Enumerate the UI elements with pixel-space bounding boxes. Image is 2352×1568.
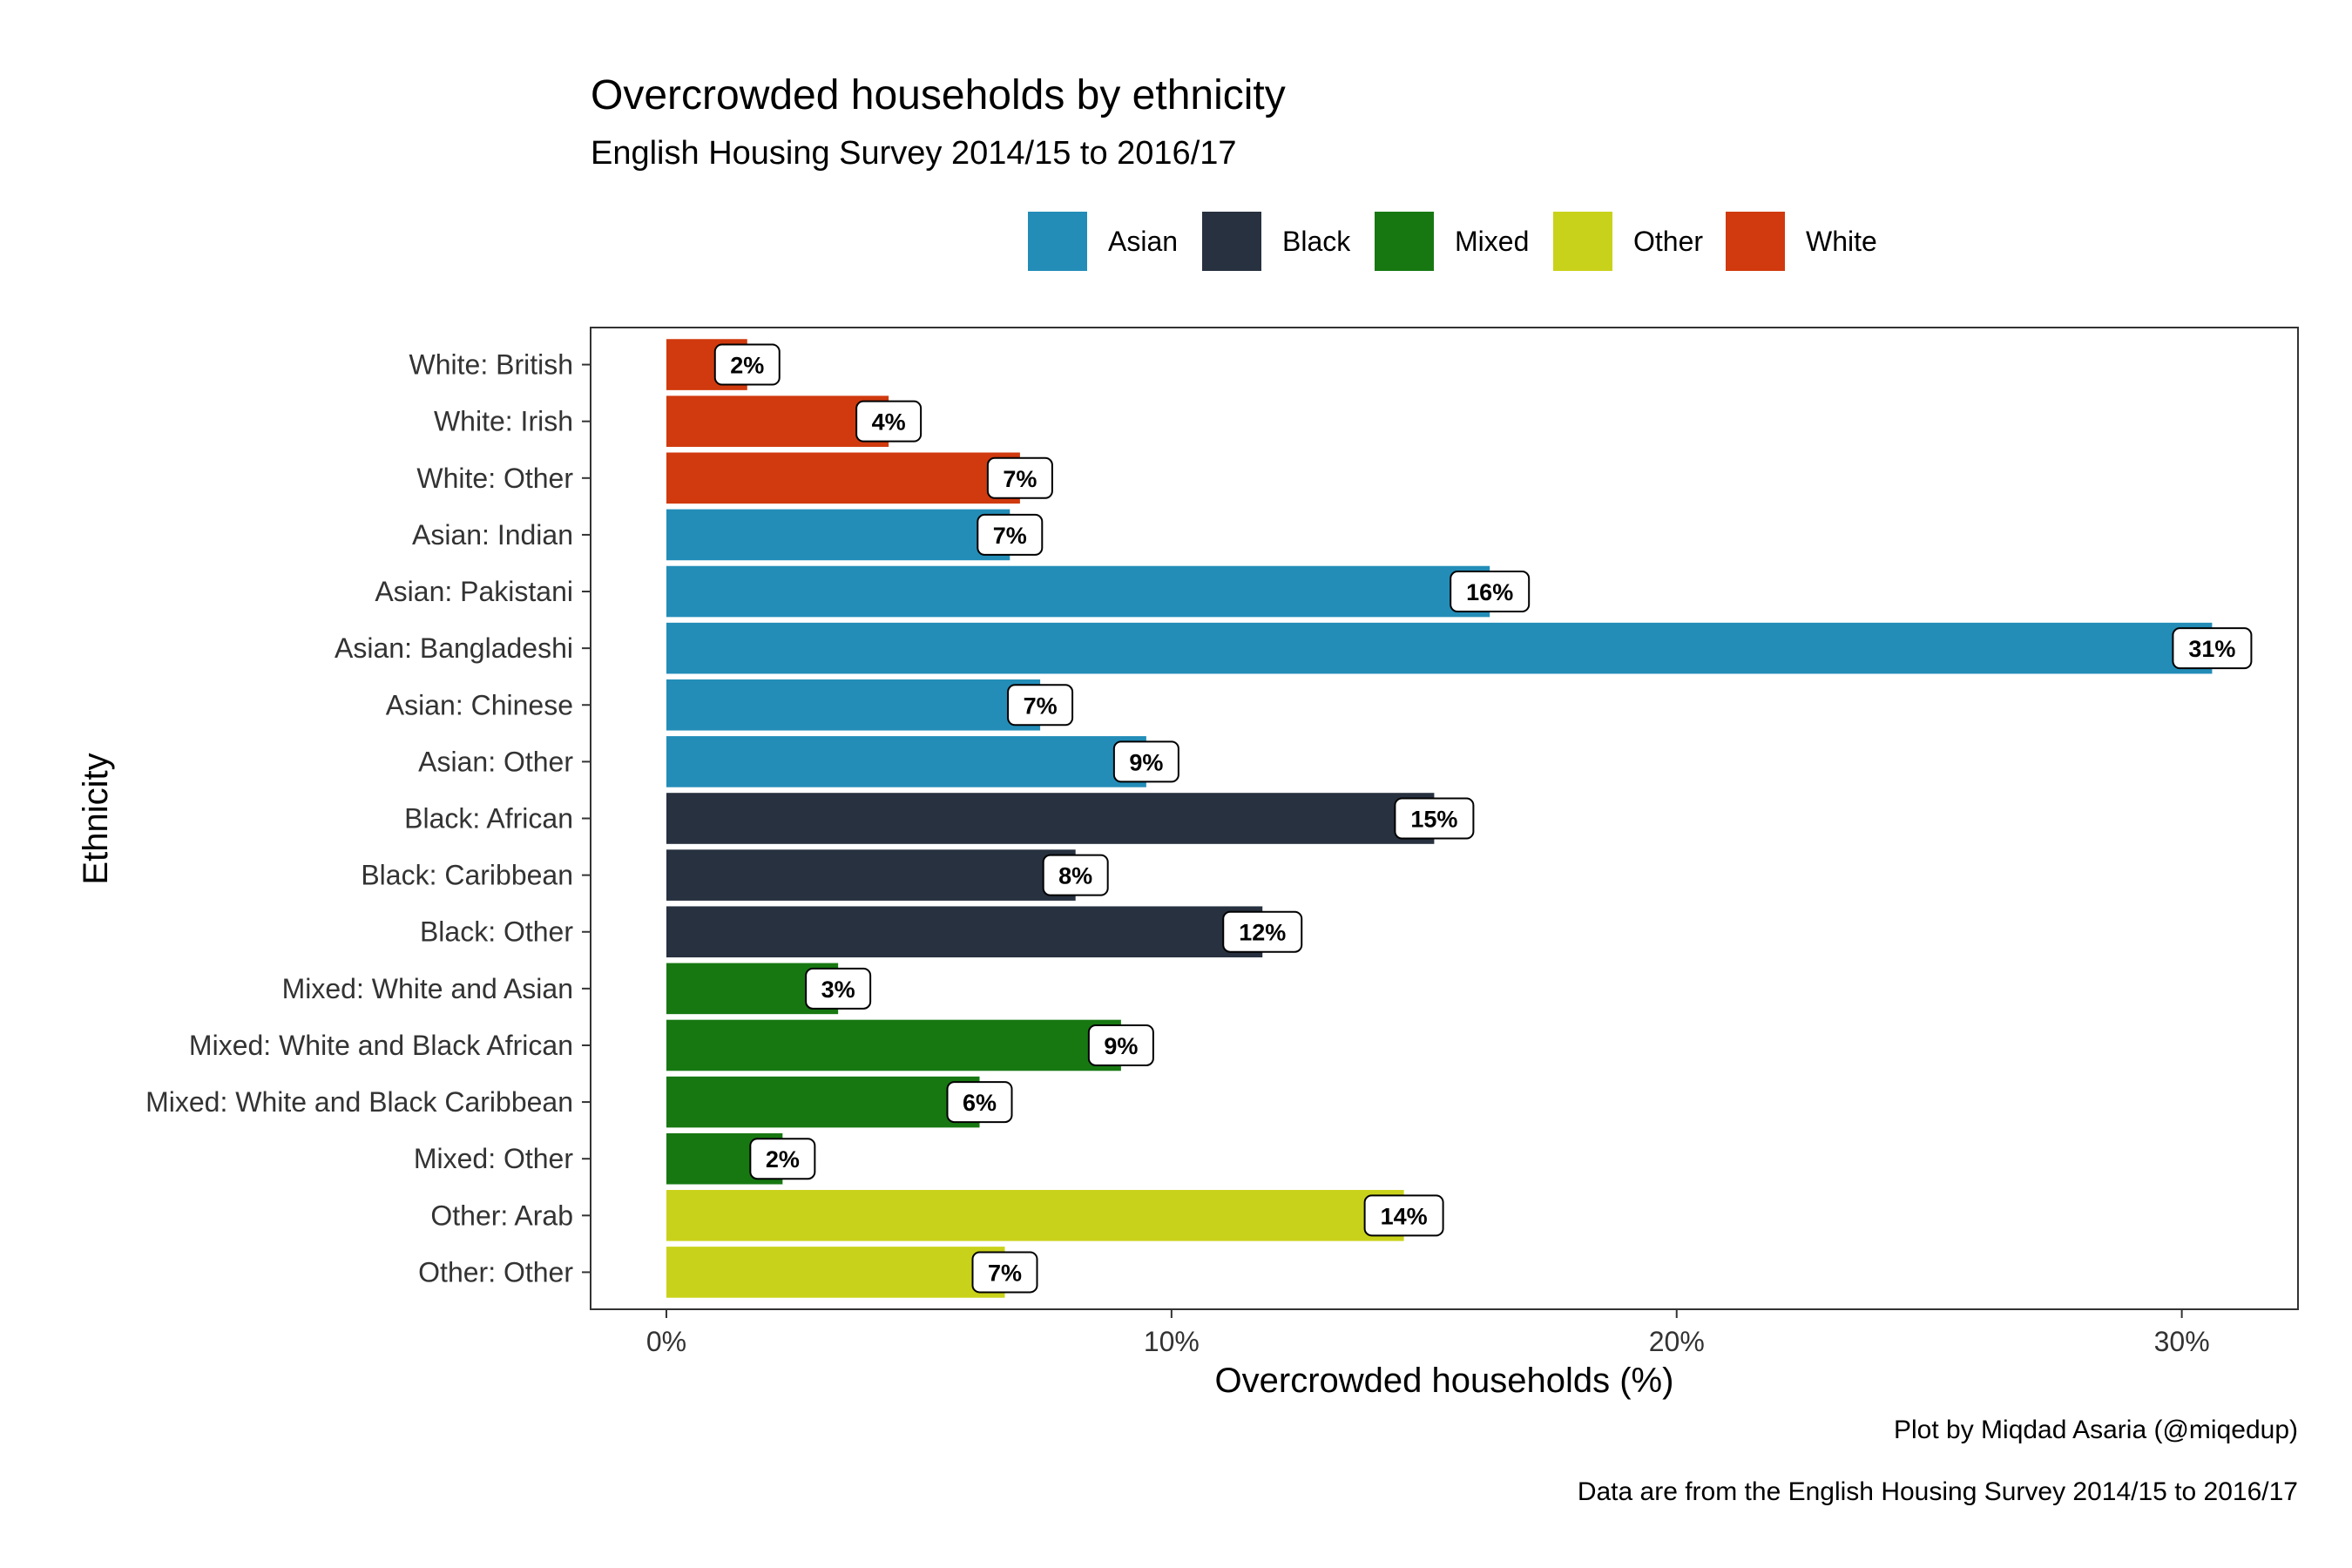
data-label-box <box>749 1138 816 1180</box>
y-tick-label: Mixed: Other <box>414 1143 574 1174</box>
legend-key-black <box>1202 212 1261 271</box>
bar <box>666 1190 1404 1241</box>
data-label: 7% <box>993 523 1027 549</box>
y-tick-label: Asian: Other <box>418 746 573 777</box>
data-label-box <box>1222 910 1303 953</box>
y-tick-label: White: Irish <box>434 406 573 437</box>
y-tick-label: White: Other <box>416 463 573 494</box>
bars <box>666 339 2213 1298</box>
plot-panel-border <box>590 327 2299 1310</box>
y-tick-label: Black: African <box>404 803 573 835</box>
legend-key-other <box>1553 212 1612 271</box>
bar <box>666 1076 980 1128</box>
legend-label-white: White <box>1806 226 1877 257</box>
legend-key-white <box>1726 212 1785 271</box>
data-label-box <box>1450 571 1531 613</box>
bar <box>666 849 1076 901</box>
data-label: 7% <box>1024 693 1058 719</box>
x-axis-title: Overcrowded households (%) <box>1215 1362 1674 1400</box>
data-label: 7% <box>988 1260 1022 1286</box>
data-label: 7% <box>1003 466 1037 492</box>
legend-label-asian: Asian <box>1108 226 1178 257</box>
data-label: 31% <box>2188 636 2235 662</box>
data-label: 12% <box>1239 920 1286 946</box>
bar <box>666 452 1020 504</box>
data-label-box <box>946 1081 1013 1124</box>
y-tick-label: Black: Caribbean <box>361 860 573 891</box>
bar <box>666 565 1490 618</box>
y-tick-label: Asian: Pakistani <box>375 576 573 607</box>
data-label-box <box>1112 740 1179 783</box>
legend-key-asian <box>1028 212 1087 271</box>
chart-subtitle: English Housing Survey 2014/15 to 2016/1… <box>591 135 1237 172</box>
data-label-box <box>1042 854 1109 896</box>
data-label-box <box>1087 1024 1154 1066</box>
y-tick-label: Asian: Bangladeshi <box>335 632 573 664</box>
data-label-box <box>977 513 1044 556</box>
y-tick-label: Mixed: White and Black African <box>189 1030 573 1061</box>
data-label: 3% <box>821 977 855 1003</box>
data-label: 16% <box>1466 579 1513 605</box>
bar <box>666 679 1041 731</box>
data-label: 9% <box>1129 749 1163 775</box>
legend-label-mixed: Mixed <box>1455 226 1529 257</box>
data-label-box <box>1394 797 1475 840</box>
data-label: 6% <box>963 1090 997 1116</box>
legend-key-mixed <box>1375 212 1434 271</box>
y-tick-label: Other: Arab <box>430 1200 573 1231</box>
data-label-box <box>713 343 781 386</box>
chart-title: Overcrowded households by ethnicity <box>591 72 1286 118</box>
data-label-box <box>1363 1194 1444 1237</box>
data-label: 2% <box>730 353 764 379</box>
y-tick-label: Mixed: White and Asian <box>282 973 573 1004</box>
bar <box>666 509 1010 561</box>
data-label: 14% <box>1381 1203 1428 1229</box>
data-label: 9% <box>1104 1033 1138 1059</box>
y-tick-label: Asian: Indian <box>412 519 573 551</box>
data-label: 2% <box>766 1146 800 1173</box>
data-label: 4% <box>872 409 906 436</box>
caption-credit: Plot by Miqdad Asaria (@miqedup) <box>1894 1416 2298 1444</box>
legend: Asian Black Mixed Other White <box>1028 212 1877 271</box>
bar <box>666 1019 1121 1071</box>
legend-label-black: Black <box>1282 226 1351 257</box>
legend-label-other: Other <box>1633 226 1703 257</box>
x-tick-label: 20% <box>1649 1326 1705 1357</box>
bar <box>666 906 1263 958</box>
data-label-box <box>986 456 1053 499</box>
data-labels: 2% 4% 7% 7% 16% 31% 7% 9% 15% 8% 12% 3% 9% 6% 2% 14% 7% <box>713 343 2253 1294</box>
x-tick-label: 30% <box>2154 1326 2210 1357</box>
y-axis-title: Ethnicity <box>77 753 115 884</box>
data-label-box <box>855 400 923 443</box>
data-label-box <box>1007 684 1074 727</box>
caption-source: Data are from the English Housing Survey… <box>1578 1477 2298 1506</box>
y-tick-label: White: British <box>409 349 573 381</box>
y-axis: White: British White: Irish White: Other As… <box>145 349 591 1288</box>
bar <box>666 793 1435 844</box>
x-axis: 0% 10% 20% 30% <box>646 1309 2210 1357</box>
x-tick-label: 10% <box>1144 1326 1200 1357</box>
data-label: 8% <box>1058 863 1092 889</box>
data-label: 15% <box>1410 807 1457 833</box>
data-label-box <box>971 1251 1038 1294</box>
y-tick-label: Mixed: White and Black Caribbean <box>145 1086 573 1118</box>
y-tick-label: Other: Other <box>418 1256 573 1288</box>
bar <box>666 1247 1005 1298</box>
bar <box>666 622 2213 674</box>
bar <box>666 736 1146 787</box>
bar <box>666 395 889 447</box>
data-label-box <box>805 967 872 1010</box>
y-tick-label: Asian: Chinese <box>386 689 573 720</box>
y-tick-label: Black: Other <box>420 916 573 948</box>
x-tick-label: 0% <box>646 1326 686 1357</box>
data-label-box <box>2172 627 2253 670</box>
